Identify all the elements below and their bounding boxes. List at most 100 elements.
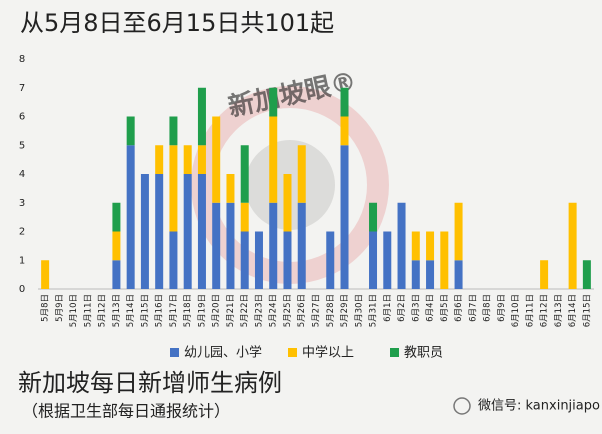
- x-tick-label: 5月31日: [369, 294, 379, 327]
- x-tick-label: 5月11日: [83, 294, 93, 327]
- y-tick-label: 7: [19, 83, 25, 94]
- bar-segment: [240, 145, 249, 203]
- x-tick-label: 5月10日: [69, 294, 79, 327]
- x-tick-label: 6月15日: [582, 294, 592, 327]
- bar-segment: [240, 231, 249, 289]
- x-tick-label: 6月5日: [440, 294, 450, 322]
- x-tick-label: 5月18日: [183, 294, 193, 327]
- bar-segment: [169, 116, 178, 146]
- y-tick-label: 2: [19, 227, 25, 238]
- x-tick-label: 5月9日: [55, 294, 65, 322]
- bar-segment: [155, 174, 164, 289]
- bar-segment: [397, 202, 406, 289]
- bar-segment: [297, 145, 306, 203]
- bar-segment: [254, 231, 263, 289]
- bar-segment: [340, 116, 349, 146]
- x-tick-label: 5月25日: [283, 294, 293, 327]
- bar-segment: [197, 145, 206, 174]
- bar-segment: [383, 231, 392, 289]
- y-tick-label: 3: [19, 198, 25, 209]
- x-tick-label: 5月26日: [297, 294, 307, 327]
- bar-segment: [183, 174, 192, 289]
- bar-segment: [283, 174, 292, 232]
- bar-segment: [197, 174, 206, 289]
- bar-segment: [212, 202, 221, 289]
- bar-segment: [369, 231, 378, 289]
- x-tick-label: 6月11日: [525, 294, 535, 327]
- chart-title: 从5月8日至6月15日共101起: [20, 9, 334, 37]
- x-tick-label: 5月29日: [340, 294, 350, 327]
- bar-segment: [41, 260, 50, 289]
- legend-swatch: [288, 348, 297, 357]
- bar-segment: [169, 145, 178, 232]
- x-tick-label: 6月6日: [454, 294, 464, 322]
- x-tick-label: 5月15日: [140, 294, 150, 327]
- y-tick-label: 4: [19, 169, 25, 180]
- legend-label: 教职员: [404, 345, 443, 361]
- caption: 新加坡每日新增师生病例: [18, 369, 282, 397]
- bar-segment: [197, 87, 206, 146]
- x-tick-label: 5月21日: [226, 294, 236, 327]
- bar-segment: [226, 202, 235, 289]
- x-tick-label: 6月13日: [554, 294, 564, 327]
- x-tick-label: 5月8日: [41, 294, 51, 322]
- bar-segment: [454, 202, 463, 261]
- x-tick-label: 6月8日: [483, 294, 493, 322]
- bar-segment: [226, 174, 235, 203]
- bar-segment: [140, 174, 149, 289]
- x-tick-label: 5月27日: [312, 294, 322, 327]
- x-tick-label: 5月17日: [169, 294, 179, 327]
- bar-segment: [440, 231, 449, 289]
- bar-segment: [454, 260, 463, 289]
- y-tick-label: 8: [19, 54, 25, 65]
- x-tick-label: 5月13日: [112, 294, 122, 327]
- bar-segment: [340, 87, 349, 117]
- x-tick-label: 6月10日: [511, 294, 521, 327]
- wechat-icon: [453, 397, 471, 415]
- x-tick-label: 5月19日: [197, 294, 207, 327]
- legend-swatch: [390, 348, 399, 357]
- bar-segment: [169, 231, 178, 289]
- x-tick-label: 6月2日: [397, 294, 407, 322]
- bar-segment: [426, 231, 435, 261]
- wechat-id: 微信号: kanxinjiapo: [478, 399, 600, 414]
- bar-segment: [582, 260, 591, 289]
- bar-segment: [269, 202, 278, 289]
- x-tick-label: 6月3日: [411, 294, 421, 322]
- bar-segment: [112, 231, 121, 261]
- x-tick-label: 6月12日: [540, 294, 550, 327]
- bar-segment: [269, 116, 278, 203]
- x-tick-label: 5月22日: [240, 294, 250, 327]
- bar-segment: [155, 145, 164, 174]
- x-tick-label: 5月28日: [326, 294, 336, 327]
- bar-segment: [540, 260, 549, 289]
- bar-segment: [568, 202, 577, 289]
- bar-segment: [240, 202, 249, 232]
- bar-segment: [411, 260, 420, 289]
- legend-swatch: [170, 348, 179, 357]
- bar-segment: [283, 231, 292, 289]
- x-tick-label: 5月30日: [354, 294, 364, 327]
- legend-label: 中学以上: [302, 345, 354, 361]
- bar-segment: [411, 231, 420, 261]
- x-tick-label: 5月14日: [126, 294, 136, 327]
- x-tick-label: 5月24日: [269, 294, 279, 327]
- legend-label: 幼儿园、小学: [184, 345, 262, 361]
- x-tick-label: 6月14日: [568, 294, 578, 327]
- x-tick-label: 6月7日: [468, 294, 478, 322]
- y-tick-label: 5: [19, 140, 25, 151]
- x-tick-label: 6月1日: [383, 294, 393, 322]
- bar-segment: [297, 202, 306, 289]
- bar-segment: [326, 231, 335, 289]
- y-tick-label: 6: [19, 112, 25, 123]
- subcaption: （根据卫生部每日通报统计）: [22, 402, 230, 421]
- bar-segment: [112, 260, 121, 289]
- x-tick-label: 5月12日: [98, 294, 108, 327]
- bar-segment: [183, 145, 192, 174]
- x-tick-label: 5月16日: [155, 294, 165, 327]
- bar-segment: [369, 202, 378, 232]
- bar-segment: [340, 145, 349, 289]
- x-tick-label: 5月20日: [212, 294, 222, 327]
- bar-segment: [126, 145, 135, 289]
